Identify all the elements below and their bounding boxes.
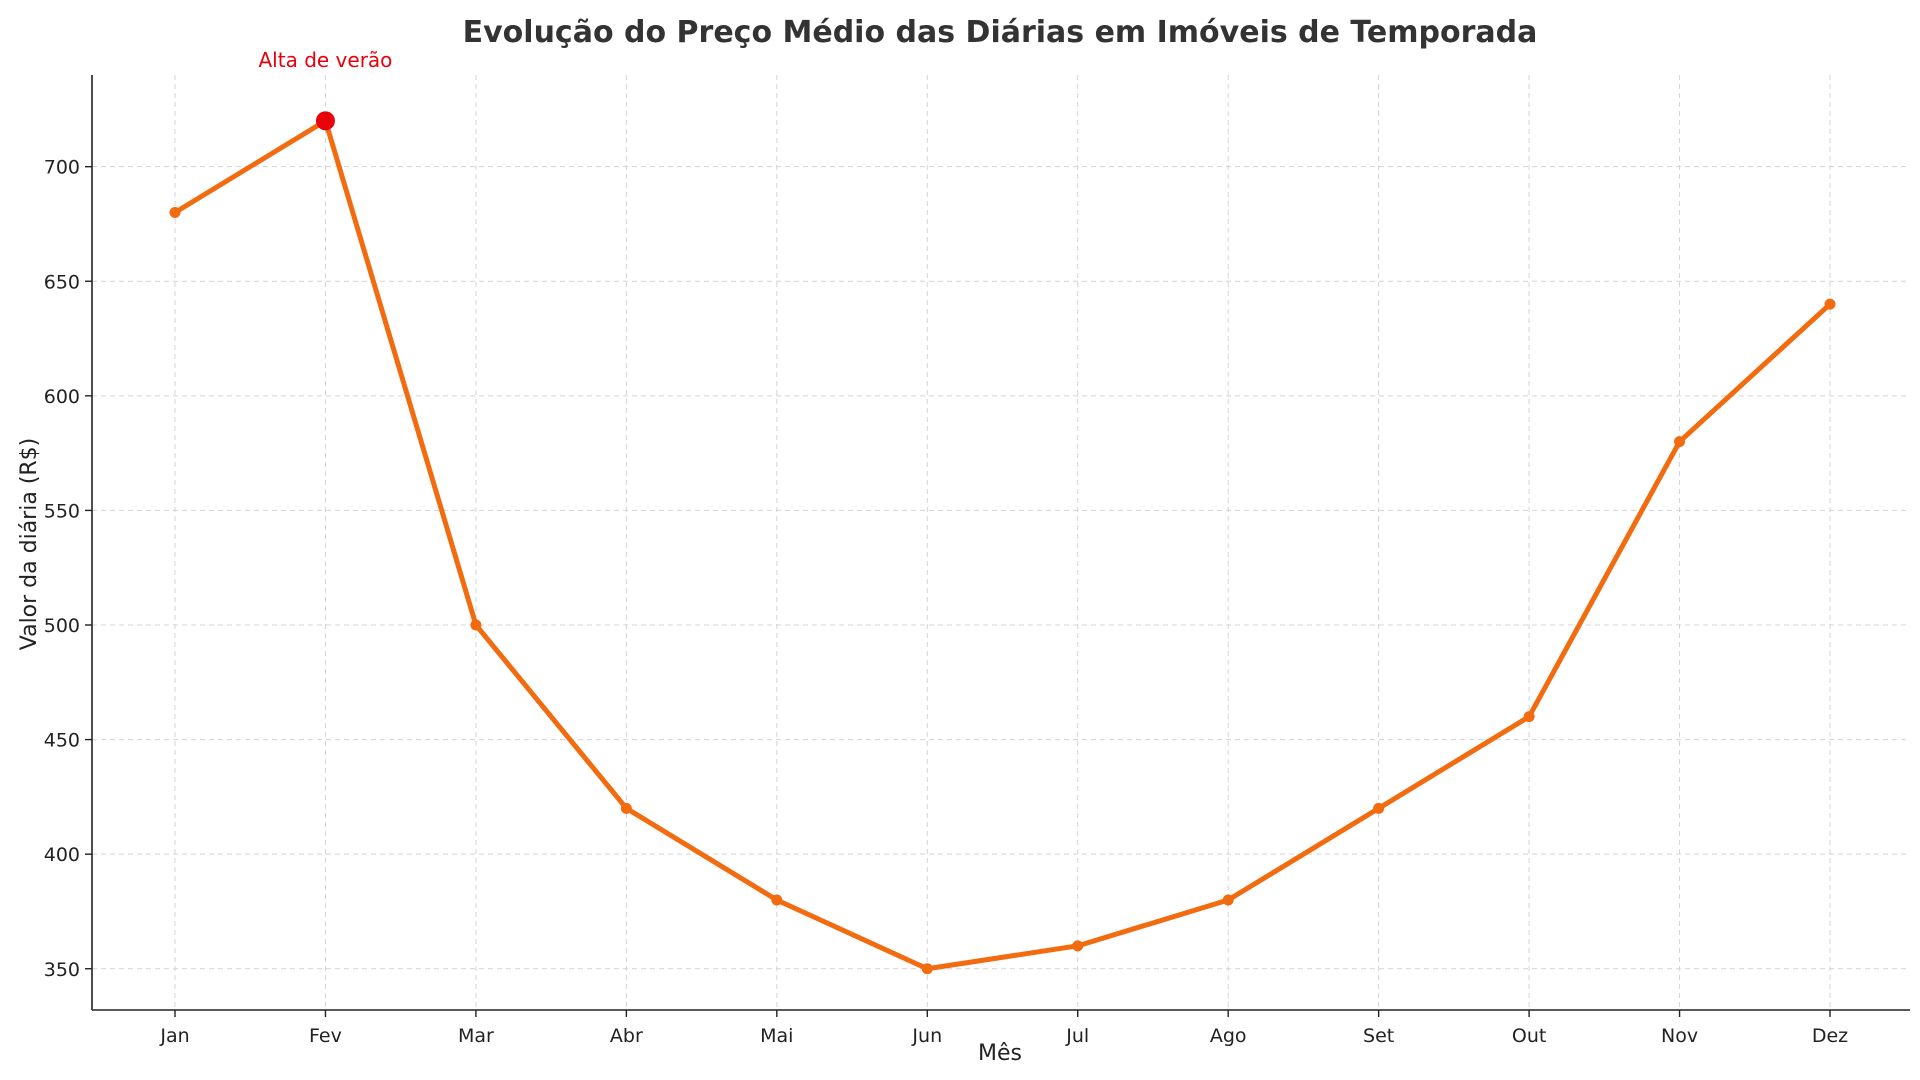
x-tick-label: Mar bbox=[458, 1025, 494, 1047]
x-axis-label: Mês bbox=[978, 1041, 1022, 1066]
annotation-label: Alta de verão bbox=[259, 48, 393, 72]
data-point bbox=[771, 894, 783, 906]
x-tick-label: Ago bbox=[1210, 1025, 1247, 1047]
y-axis-label: Valor da diária (R$) bbox=[17, 438, 42, 651]
data-point bbox=[1523, 711, 1535, 723]
data-point bbox=[1674, 436, 1686, 448]
y-tick-label: 450 bbox=[44, 730, 80, 752]
data-point bbox=[1373, 802, 1385, 814]
tick-labels: 350 400 450 500 550 600 650 700 Jan Fev Mar Abr Mai J… bbox=[44, 157, 1848, 1047]
x-tick-label: Jun bbox=[911, 1025, 942, 1047]
data-point bbox=[1824, 298, 1836, 310]
x-tick-label: Out bbox=[1512, 1025, 1546, 1047]
data-point bbox=[1222, 894, 1234, 906]
y-tick-label: 550 bbox=[44, 500, 80, 522]
y-tick-label: 500 bbox=[44, 615, 80, 637]
data-point bbox=[470, 619, 482, 631]
x-tick-label: Dez bbox=[1812, 1025, 1848, 1047]
grid bbox=[92, 75, 1910, 1010]
chart-title: Evolução do Preço Médio das Diárias em I… bbox=[463, 15, 1538, 50]
y-tick-label: 350 bbox=[44, 959, 80, 981]
x-tick-label: Mai bbox=[760, 1025, 793, 1047]
x-tick-label: Set bbox=[1363, 1025, 1394, 1047]
highlight-point bbox=[315, 111, 335, 131]
x-tick-label: Nov bbox=[1661, 1025, 1698, 1047]
series-line bbox=[172, 118, 1833, 972]
x-tick-label: Jan bbox=[159, 1025, 189, 1047]
y-tick-label: 600 bbox=[44, 386, 80, 408]
data-point bbox=[169, 207, 181, 218]
data-point bbox=[620, 802, 632, 814]
x-tick-label: Jul bbox=[1065, 1025, 1089, 1047]
axes bbox=[91, 75, 1910, 1011]
x-tick-label: Fev bbox=[309, 1025, 342, 1047]
data-point bbox=[921, 963, 933, 975]
y-tick-label: 650 bbox=[44, 271, 80, 293]
x-tick-label: Abr bbox=[610, 1025, 643, 1047]
annotations: Alta de verão bbox=[259, 48, 393, 131]
data-point bbox=[1072, 940, 1084, 952]
y-tick-label: 700 bbox=[44, 157, 80, 179]
y-tick-label: 400 bbox=[44, 844, 80, 866]
series bbox=[169, 115, 1836, 975]
